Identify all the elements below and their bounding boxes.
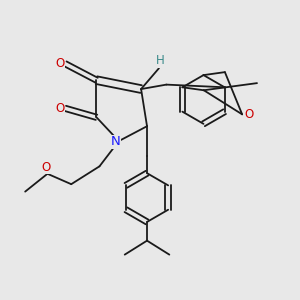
Text: O: O (55, 102, 64, 115)
Text: H: H (156, 54, 165, 67)
Text: O: O (41, 161, 51, 174)
Text: N: N (111, 136, 121, 148)
Text: O: O (244, 108, 253, 121)
Text: O: O (55, 57, 64, 70)
